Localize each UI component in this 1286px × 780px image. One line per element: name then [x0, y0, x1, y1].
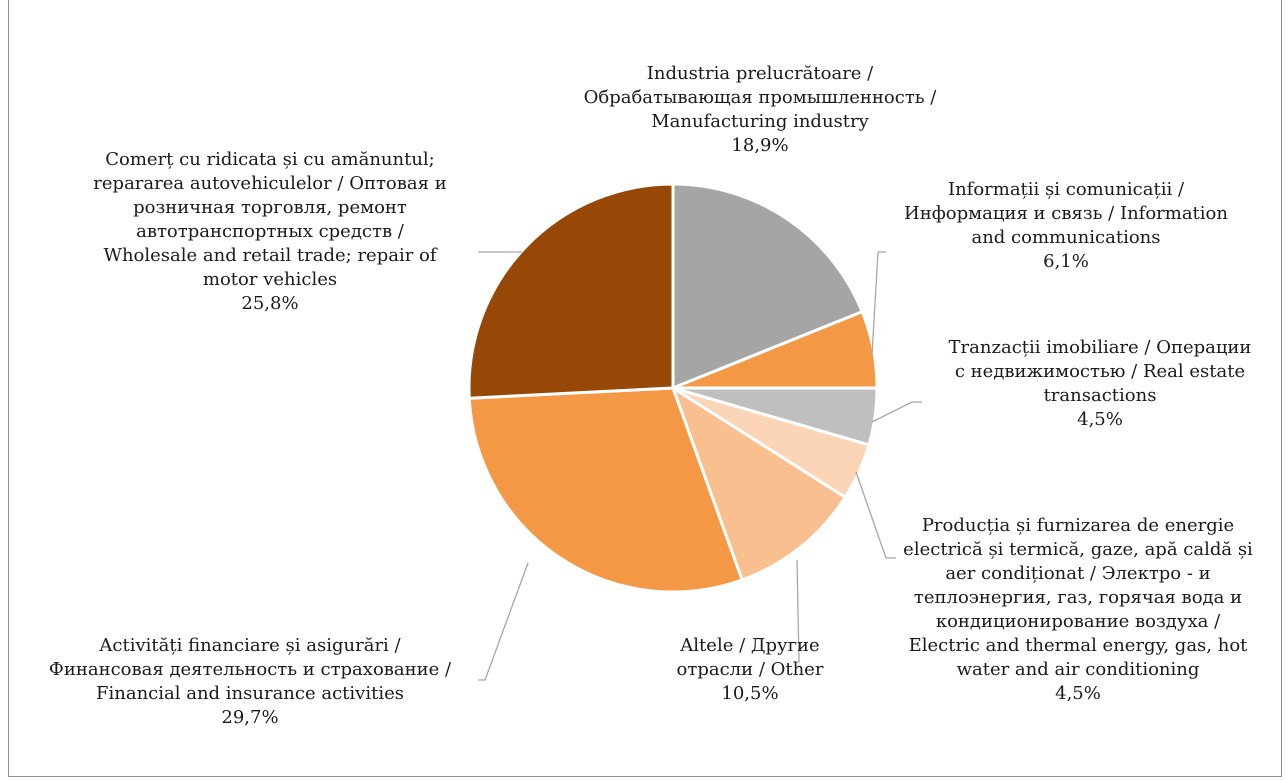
leader-line-energy: [855, 471, 896, 559]
label-line: water and air conditioning: [956, 659, 1200, 680]
label-line: Wholesale and retail trade; repair of: [103, 245, 437, 266]
leader-line-finance: [478, 562, 529, 681]
chart-frame: [8, 0, 1282, 777]
pie-slices: [467, 182, 879, 594]
label-line: motor vehicles: [202, 269, 338, 290]
label-energy: Producția și furnizarea de energie elect…: [880, 514, 1276, 706]
label-line: Activități financiare și asigurări /: [99, 635, 401, 656]
label-line: transactions: [1043, 385, 1157, 406]
label-other: Altele / Другие отрасли / Other 10,5%: [650, 634, 850, 706]
label-line: Manufacturing industry: [651, 111, 869, 132]
label-line: aer condiționat / Электро - и: [945, 563, 1211, 584]
label-line: Industria prelucrătoare /: [646, 63, 874, 84]
leader-line-ict: [871, 251, 886, 356]
label-line: кондиционирование воздуха /: [935, 611, 1221, 632]
label-line: Financial and insurance activities: [96, 683, 404, 704]
label-line: Comerț cu ridicata și cu amănuntul;: [105, 149, 435, 170]
percent-label: 4,5%: [1055, 683, 1101, 704]
leader-lines: [478, 251, 922, 681]
pie-slice-finance: [467, 386, 745, 594]
label-line: Tranzacții imobiliare / Операции: [948, 337, 1252, 358]
percent-label: 29,7%: [221, 707, 279, 728]
label-ict: Informații și comunicații / Информация и…: [856, 178, 1276, 274]
label-line: Информация и связь / Information: [904, 203, 1228, 224]
label-line: electrică și termică, gaze, apă caldă și: [903, 539, 1253, 560]
label-line: Обрабатывающая промышленность /: [583, 87, 937, 108]
label-line: с недвижимостью / Real estate: [954, 361, 1246, 382]
percent-label: 25,8%: [241, 293, 299, 314]
percent-label: 18,9%: [731, 135, 789, 156]
label-realestate: Tranzacții imobiliare / Операции с недви…: [920, 336, 1280, 432]
percent-label: 4,5%: [1077, 409, 1123, 430]
label-line: Producția și furnizarea de energie: [921, 515, 1235, 536]
label-line: Informații și comunicații /: [947, 179, 1185, 200]
label-line: розничная торговля, ремонт: [133, 197, 407, 218]
label-line: Финансовая деятельность и страхование /: [48, 659, 452, 680]
label-line: repararea autovehiculelor / Оптовая и: [93, 173, 447, 194]
pie-slice-trade: [467, 182, 675, 400]
pie-slice-other: [670, 384, 848, 582]
label-line: автотранспортных средств /: [136, 221, 404, 242]
label-finance: Activități financiare și asigurări / Фин…: [10, 634, 490, 730]
label-line: Electric and thermal energy, gas, hot: [908, 635, 1248, 656]
leader-line-other: [794, 559, 800, 663]
label-line: Altele / Другие: [680, 635, 820, 656]
label-manufacturing: Industria prelucrătoare / Обрабатывающая…: [560, 62, 960, 158]
pie-slice-manufacturing: [671, 182, 865, 391]
label-line: and communications: [971, 227, 1161, 248]
label-line: отрасли / Other: [676, 659, 824, 680]
percent-label: 6,1%: [1043, 251, 1089, 272]
label-line: теплоэнергия, газ, горячая вода и: [913, 587, 1243, 608]
leader-line-realestate: [871, 401, 922, 423]
percent-label: 10,5%: [721, 683, 779, 704]
label-trade: Comerț cu ridicata și cu amănuntul; repa…: [60, 148, 480, 316]
